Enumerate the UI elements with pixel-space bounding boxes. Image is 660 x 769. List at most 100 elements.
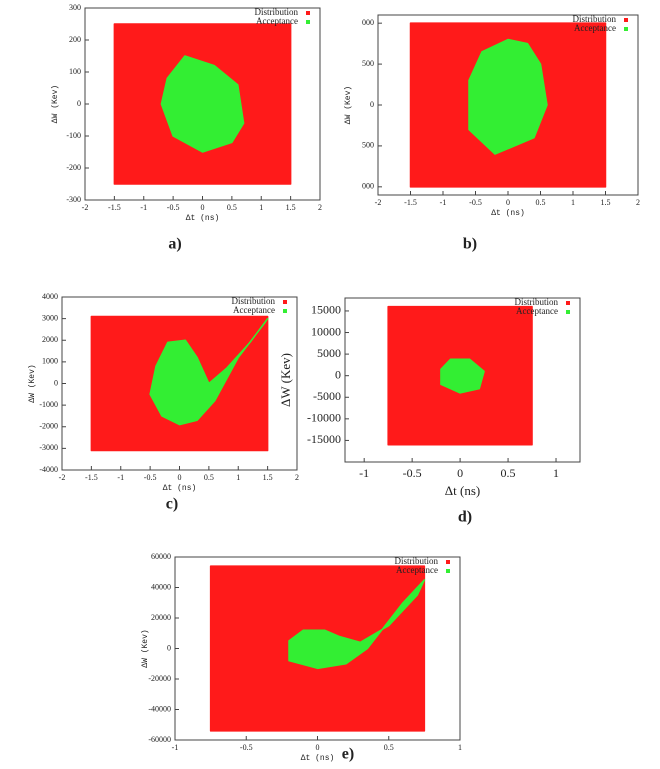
y-tick-label: -60000: [148, 735, 171, 744]
legend-label: Distribution: [514, 297, 558, 307]
x-axis-label: Δt (ns): [186, 214, 220, 223]
y-tick-label: 0: [77, 99, 81, 108]
x-tick-label: -1: [172, 743, 179, 752]
panel-caption: c): [166, 496, 178, 513]
y-tick-label: 10000: [311, 324, 341, 338]
x-tick-label: -0.5: [403, 466, 422, 480]
legend-marker: [566, 310, 570, 314]
x-tick-label: 0: [316, 743, 320, 752]
y-tick-label: 100: [69, 67, 81, 76]
y-tick-label: 000: [362, 182, 374, 191]
legend-marker: [283, 309, 287, 313]
x-tick-label: -0.5: [469, 198, 482, 207]
x-tick-label: -1.5: [85, 473, 98, 482]
x-tick-label: 0.5: [501, 466, 516, 480]
y-tick-label: -20000: [148, 674, 171, 683]
y-tick-label: -2000: [39, 422, 58, 431]
y-tick-label: 40000: [151, 582, 171, 591]
y-tick-label: 500: [362, 141, 374, 150]
x-tick-label: 1.5: [601, 198, 611, 207]
legend-label: Distribution: [231, 296, 275, 306]
data-region: [160, 55, 245, 153]
x-tick-label: 0: [506, 198, 510, 207]
legend-marker: [306, 11, 310, 15]
x-tick-label: -1: [359, 466, 369, 480]
legend-label: Acceptance: [574, 23, 616, 33]
legend-label: Distribution: [572, 14, 616, 24]
x-tick-label: -1.5: [404, 198, 417, 207]
legend-marker: [446, 569, 450, 573]
y-tick-label: -300: [66, 195, 81, 204]
x-tick-label: 1: [571, 198, 575, 207]
y-tick-label: -15000: [307, 432, 341, 446]
legend-marker: [566, 301, 570, 305]
y-tick-label: -1000: [39, 400, 58, 409]
y-tick-label: 0: [54, 378, 58, 387]
x-tick-label: 0: [457, 466, 463, 480]
legend-label: Acceptance: [256, 16, 298, 26]
y-tick-label: 2000: [42, 335, 58, 344]
x-tick-label: 2: [636, 198, 640, 207]
x-axis-label: Δt (ns): [301, 754, 335, 763]
x-tick-label: 0.5: [227, 203, 237, 212]
y-tick-label: 000: [362, 18, 374, 27]
panel-caption: a): [168, 236, 181, 253]
legend-marker: [306, 20, 310, 24]
y-tick-label: 500: [362, 59, 374, 68]
panel-caption: e): [342, 746, 354, 763]
x-tick-label: 1.5: [286, 203, 296, 212]
y-axis-label: ΔW (Kev): [51, 85, 60, 123]
y-tick-label: -3000: [39, 443, 58, 452]
legend-label: Acceptance: [396, 565, 438, 575]
panel-caption: b): [463, 236, 477, 253]
y-tick-label: -4000: [39, 465, 58, 474]
x-tick-label: -2: [59, 473, 66, 482]
data-region: [440, 358, 485, 394]
y-tick-label: 0: [167, 643, 171, 652]
x-tick-label: -1.5: [108, 203, 121, 212]
x-tick-label: -2: [375, 198, 382, 207]
y-axis-label: ΔW (Kev): [278, 353, 293, 407]
data-region: [288, 579, 426, 670]
legend-marker: [624, 18, 628, 22]
y-tick-label: 0: [335, 367, 341, 381]
x-axis-label: Δt (ns): [163, 484, 197, 493]
legend-label: Acceptance: [233, 305, 275, 315]
x-tick-label: -0.5: [144, 473, 157, 482]
x-tick-label: -0.5: [240, 743, 253, 752]
data-region: [468, 38, 548, 155]
y-tick-label: 5000: [317, 346, 341, 360]
x-axis-label: Δt (ns): [445, 483, 480, 498]
y-tick-label: -5000: [313, 389, 341, 403]
x-tick-label: 1: [458, 743, 462, 752]
y-axis-label: ΔW (Kev): [141, 629, 150, 667]
legend-label: Acceptance: [516, 306, 558, 316]
x-tick-label: -2: [82, 203, 89, 212]
legend-label: Distribution: [254, 7, 298, 17]
y-tick-label: -100: [66, 131, 81, 140]
x-tick-label: -1: [140, 203, 147, 212]
x-tick-label: 0.5: [384, 743, 394, 752]
x-tick-label: 1: [553, 466, 559, 480]
y-axis-label: ΔW (Kev): [344, 86, 353, 124]
x-tick-label: 2: [318, 203, 322, 212]
data-region: [149, 317, 269, 426]
y-tick-label: -200: [66, 163, 81, 172]
x-tick-label: -0.5: [167, 203, 180, 212]
legend-marker: [624, 27, 628, 31]
y-tick-label: 3000: [42, 313, 58, 322]
x-tick-label: 1.5: [263, 473, 273, 482]
y-tick-label: 60000: [151, 552, 171, 561]
x-tick-label: 2: [295, 473, 299, 482]
x-tick-label: 0.5: [536, 198, 546, 207]
y-tick-label: 1000: [42, 357, 58, 366]
y-tick-label: 20000: [151, 613, 171, 622]
y-tick-label: -10000: [307, 411, 341, 425]
x-tick-label: 0.5: [204, 473, 214, 482]
